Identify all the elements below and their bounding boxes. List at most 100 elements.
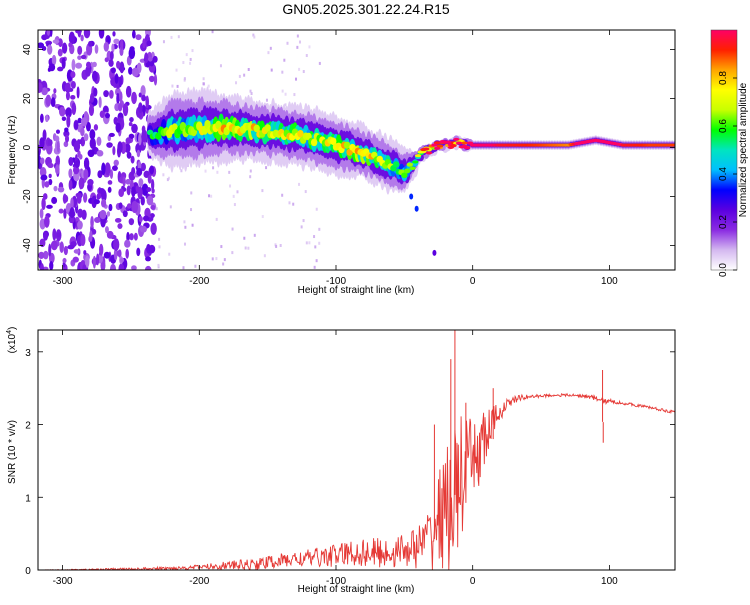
colorbar-label: Normalized spectral amplitude [738,82,749,217]
noise-blob [83,133,89,142]
y-tick-label: -40 [22,238,33,253]
noise-blob [141,94,146,102]
noise-speck [247,246,250,250]
noise-blob [96,136,102,146]
noise-blob [113,38,120,45]
noise-blob [74,160,80,168]
noise-speck [296,45,299,49]
snr-frame [37,329,676,571]
noise-blob [62,257,67,264]
noise-speck [235,81,238,85]
noise-blob [108,59,114,67]
noise-blob [93,199,100,205]
spectrogram-x-axis: -300 -200 -100 0 100 [53,30,618,287]
y-tick-label: 0 [22,144,33,150]
noise-blob [125,178,131,185]
noise-blob [66,114,71,128]
ridge-cell [155,132,162,140]
noise-blob [45,94,52,107]
noise-speck [270,68,273,72]
noise-blob [118,202,123,209]
noise-blob [109,169,114,179]
noise-blob [59,241,64,253]
noise-blob [114,217,122,223]
noise-blob [83,30,91,39]
noise-speck [288,201,291,205]
noise-speck [253,233,256,237]
noise-speck [183,77,186,81]
noise-blob [49,261,54,270]
noise-speck [284,103,287,107]
noise-speck [233,203,236,207]
noise-blob [42,266,49,270]
figure-title: GN05.2025.301.22.24.R15 [282,1,450,17]
noise-speck [247,67,250,71]
noise-blob [106,142,113,148]
noise-blob [53,88,57,94]
noise-blob [153,74,158,86]
noise-blob [76,193,82,204]
noise-speck [295,77,298,81]
noise-blob [55,155,61,168]
noise-blob [75,30,82,34]
snr-y-scale-close: ) [7,327,18,330]
noise-speck [305,241,308,245]
noise-blob [138,215,143,223]
noise-blob [70,197,74,210]
noise-blob [68,157,74,166]
noise-blob [38,42,45,49]
y-tick-label: 20 [22,93,33,105]
noise-speck [283,58,286,62]
noise-blob [150,213,155,219]
ridge-cell [417,150,424,154]
x-tick-label: -100 [326,576,346,587]
noise-speck [219,64,222,68]
spectrogram-y-label: Frequency (Hz) [7,116,18,185]
noise-blob [126,151,132,159]
noise-blob [150,222,157,235]
noise-blob [64,127,69,133]
ridge-cell [455,141,463,145]
noise-speck [279,244,282,248]
noise-blob [64,134,70,143]
y-tick-label: 3 [25,348,31,359]
noise-blob [117,141,123,153]
ridge-cell [414,154,422,158]
noise-blob [89,230,93,243]
noise-blob [87,149,95,158]
noise-blob [99,209,107,220]
noise-blob [116,250,121,257]
noise-blob [39,157,45,165]
noise-speck [182,61,185,65]
noise-blob [80,136,86,147]
noise-speck [244,246,247,250]
noise-blob [105,226,109,234]
noise-blob [51,54,57,66]
noise-speck [313,235,316,239]
noise-blob [126,203,132,209]
isolated-blob [409,193,414,200]
noise-blob [101,162,106,176]
x-tick-label: -200 [189,276,209,287]
noise-blob [115,122,121,133]
noise-speck [190,208,193,212]
ridge-cell [253,124,260,133]
noise-blob [96,253,100,266]
ridge-cell [423,147,430,151]
noise-blob [120,39,124,50]
noise-blob [119,91,123,103]
snr-x-axis: -300 -200 -100 0 100 [53,330,618,587]
noise-blob [38,82,43,93]
noise-speck [158,245,161,249]
noise-speck [267,51,270,55]
noise-blob [80,117,88,127]
noise-speck [261,189,264,193]
ridge-cell [431,143,438,147]
noise-blob [131,91,137,105]
noise-blob [140,196,145,206]
noise-blob [63,208,67,219]
noise-blob [103,90,109,98]
noise-blob [55,164,60,175]
noise-blob [63,245,68,256]
